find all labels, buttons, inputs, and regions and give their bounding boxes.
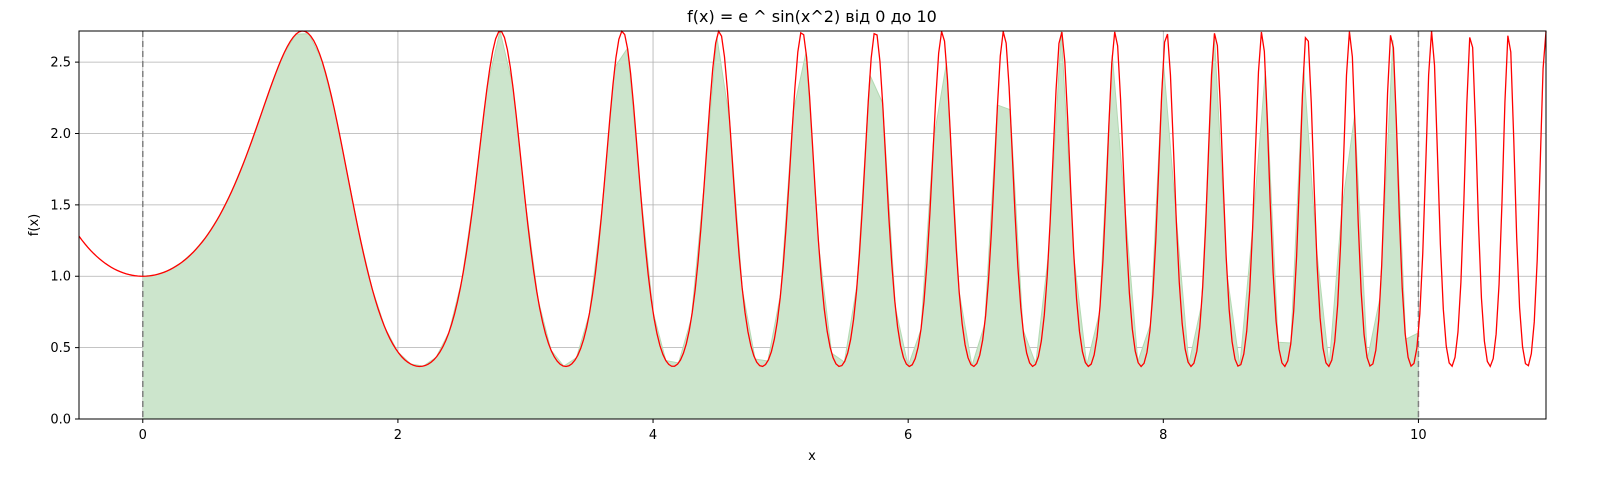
y-tick-label: 2.5	[50, 56, 71, 71]
y-tick-label: 0.5	[50, 341, 71, 356]
plot-frame	[78, 30, 1547, 420]
x-tick-label: 6	[904, 428, 912, 443]
function-curve	[78, 29, 1547, 368]
y-tick-label: 2.0	[50, 127, 71, 142]
x-tick-label: 10	[1410, 428, 1427, 443]
y-tick-label: 1.0	[50, 270, 71, 285]
chart-title: f(x) = e ^ sin(x^2) від 0 до 10	[687, 7, 937, 26]
x-tick-label: 0	[139, 428, 147, 443]
y-axis-label: f(x)	[27, 214, 42, 236]
y-tick-label: 1.5	[50, 198, 71, 213]
curve-layer	[78, 29, 1547, 368]
y-tick-label: 0.0	[50, 413, 71, 428]
x-tick-label: 2	[394, 428, 402, 443]
vertical-lines-layer	[142, 31, 1420, 419]
x-tick-label: 4	[649, 428, 657, 443]
x-axis-label: x	[808, 449, 816, 464]
shaded-area	[142, 31, 1419, 419]
tick-layer: 0 2 4 6 8 10 0.0 0.5 1.0 1.5 2.0 2.5	[50, 56, 1426, 443]
x-tick-label: 8	[1159, 428, 1167, 443]
